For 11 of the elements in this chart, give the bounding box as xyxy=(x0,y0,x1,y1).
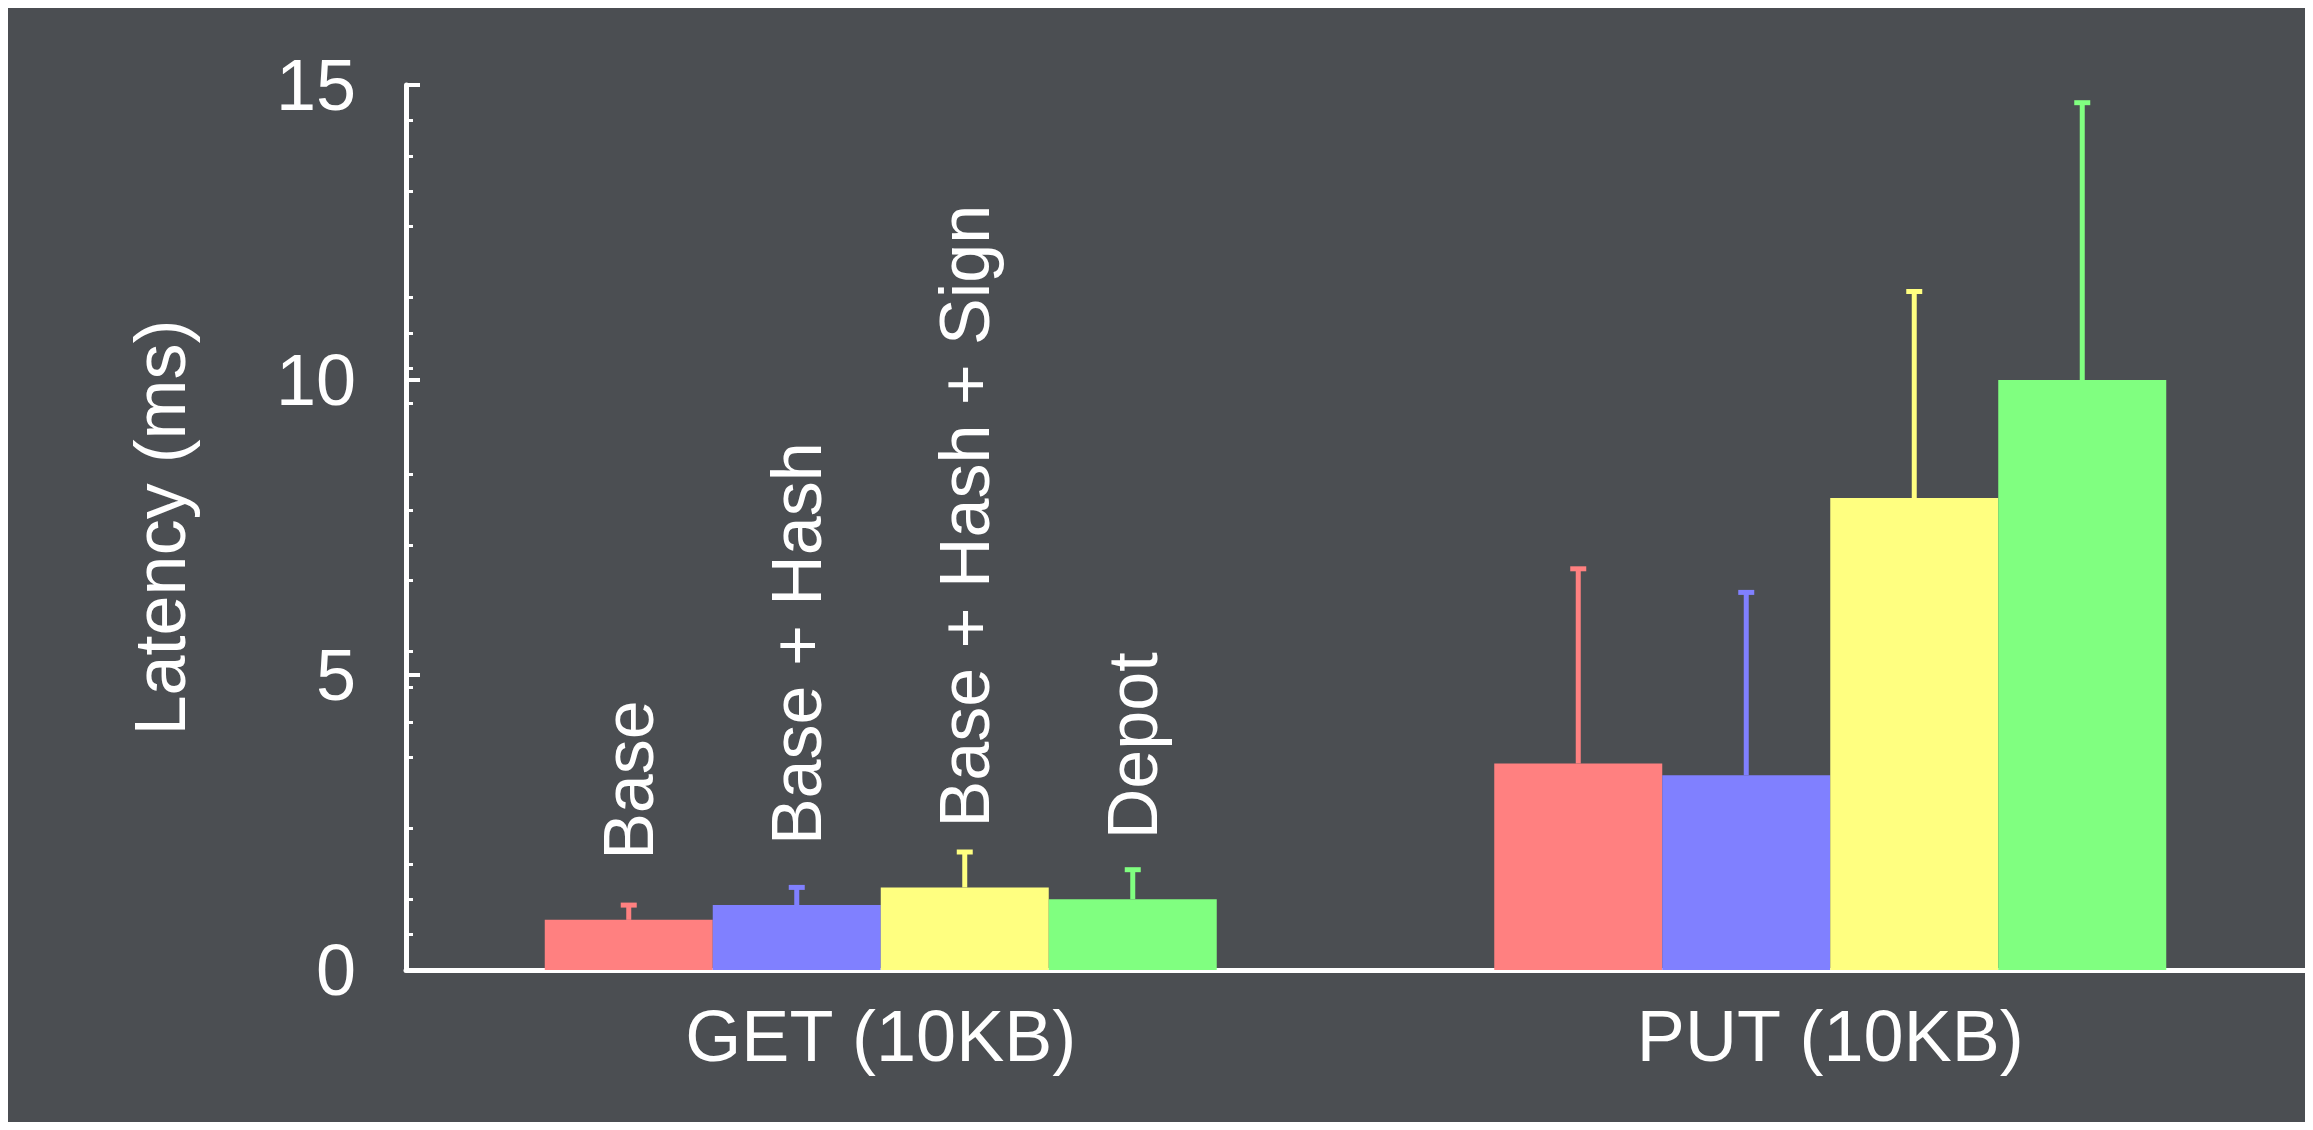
y-tick-label: 0 xyxy=(315,930,356,1010)
text: Base xyxy=(589,700,668,860)
x-tick-label: GET (10KB) xyxy=(685,996,1077,1076)
y-tick-label: 5 xyxy=(315,635,356,715)
y-axis-title: Latency (ms) xyxy=(120,319,200,736)
text: Base + Hash + Sign xyxy=(925,204,1004,828)
text: Depot xyxy=(1093,652,1172,840)
y-tick-label: 10 xyxy=(275,340,356,420)
y-tick-label: 15 xyxy=(275,45,356,125)
x-tick-label: PUT (10KB) xyxy=(1636,996,2024,1076)
text: Base + Hash xyxy=(757,442,836,846)
